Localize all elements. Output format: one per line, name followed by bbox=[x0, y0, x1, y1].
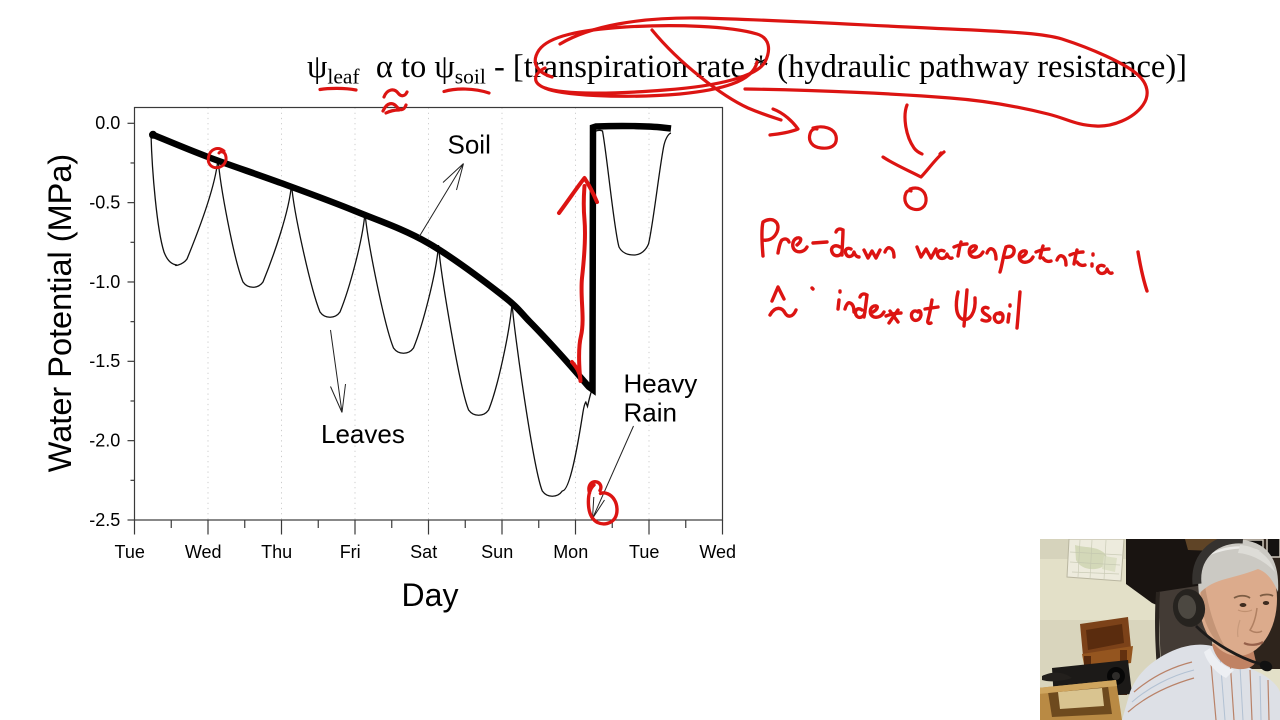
svg-text:Thu: Thu bbox=[261, 542, 292, 562]
svg-text:Sun: Sun bbox=[481, 542, 513, 562]
svg-text:Heavy: Heavy bbox=[624, 369, 698, 399]
svg-text:Day: Day bbox=[402, 577, 459, 613]
svg-text:Leaves: Leaves bbox=[321, 419, 405, 449]
svg-text:Sat: Sat bbox=[410, 542, 437, 562]
svg-text:ψleaf α to ψsoil - [transpira: ψleaf α to ψsoil - [transpiration rate *… bbox=[307, 49, 1187, 89]
svg-text:Wed: Wed bbox=[699, 542, 736, 562]
svg-text:-0.5: -0.5 bbox=[89, 192, 120, 212]
svg-text:Wed: Wed bbox=[185, 542, 222, 562]
svg-text:-2.5: -2.5 bbox=[89, 510, 120, 530]
svg-text:Mon: Mon bbox=[553, 542, 588, 562]
svg-text:Fri: Fri bbox=[340, 542, 361, 562]
svg-text:-2.0: -2.0 bbox=[89, 430, 120, 450]
svg-text:Soil: Soil bbox=[448, 130, 491, 160]
svg-text:-1.5: -1.5 bbox=[89, 351, 120, 371]
svg-text:0.0: 0.0 bbox=[95, 113, 120, 133]
svg-text:Water Potential (MPa): Water Potential (MPa) bbox=[42, 154, 78, 472]
svg-text:Rain: Rain bbox=[624, 398, 677, 428]
svg-text:-1.0: -1.0 bbox=[89, 272, 120, 292]
svg-text:Tue: Tue bbox=[629, 542, 659, 562]
svg-text:Tue: Tue bbox=[115, 542, 145, 562]
